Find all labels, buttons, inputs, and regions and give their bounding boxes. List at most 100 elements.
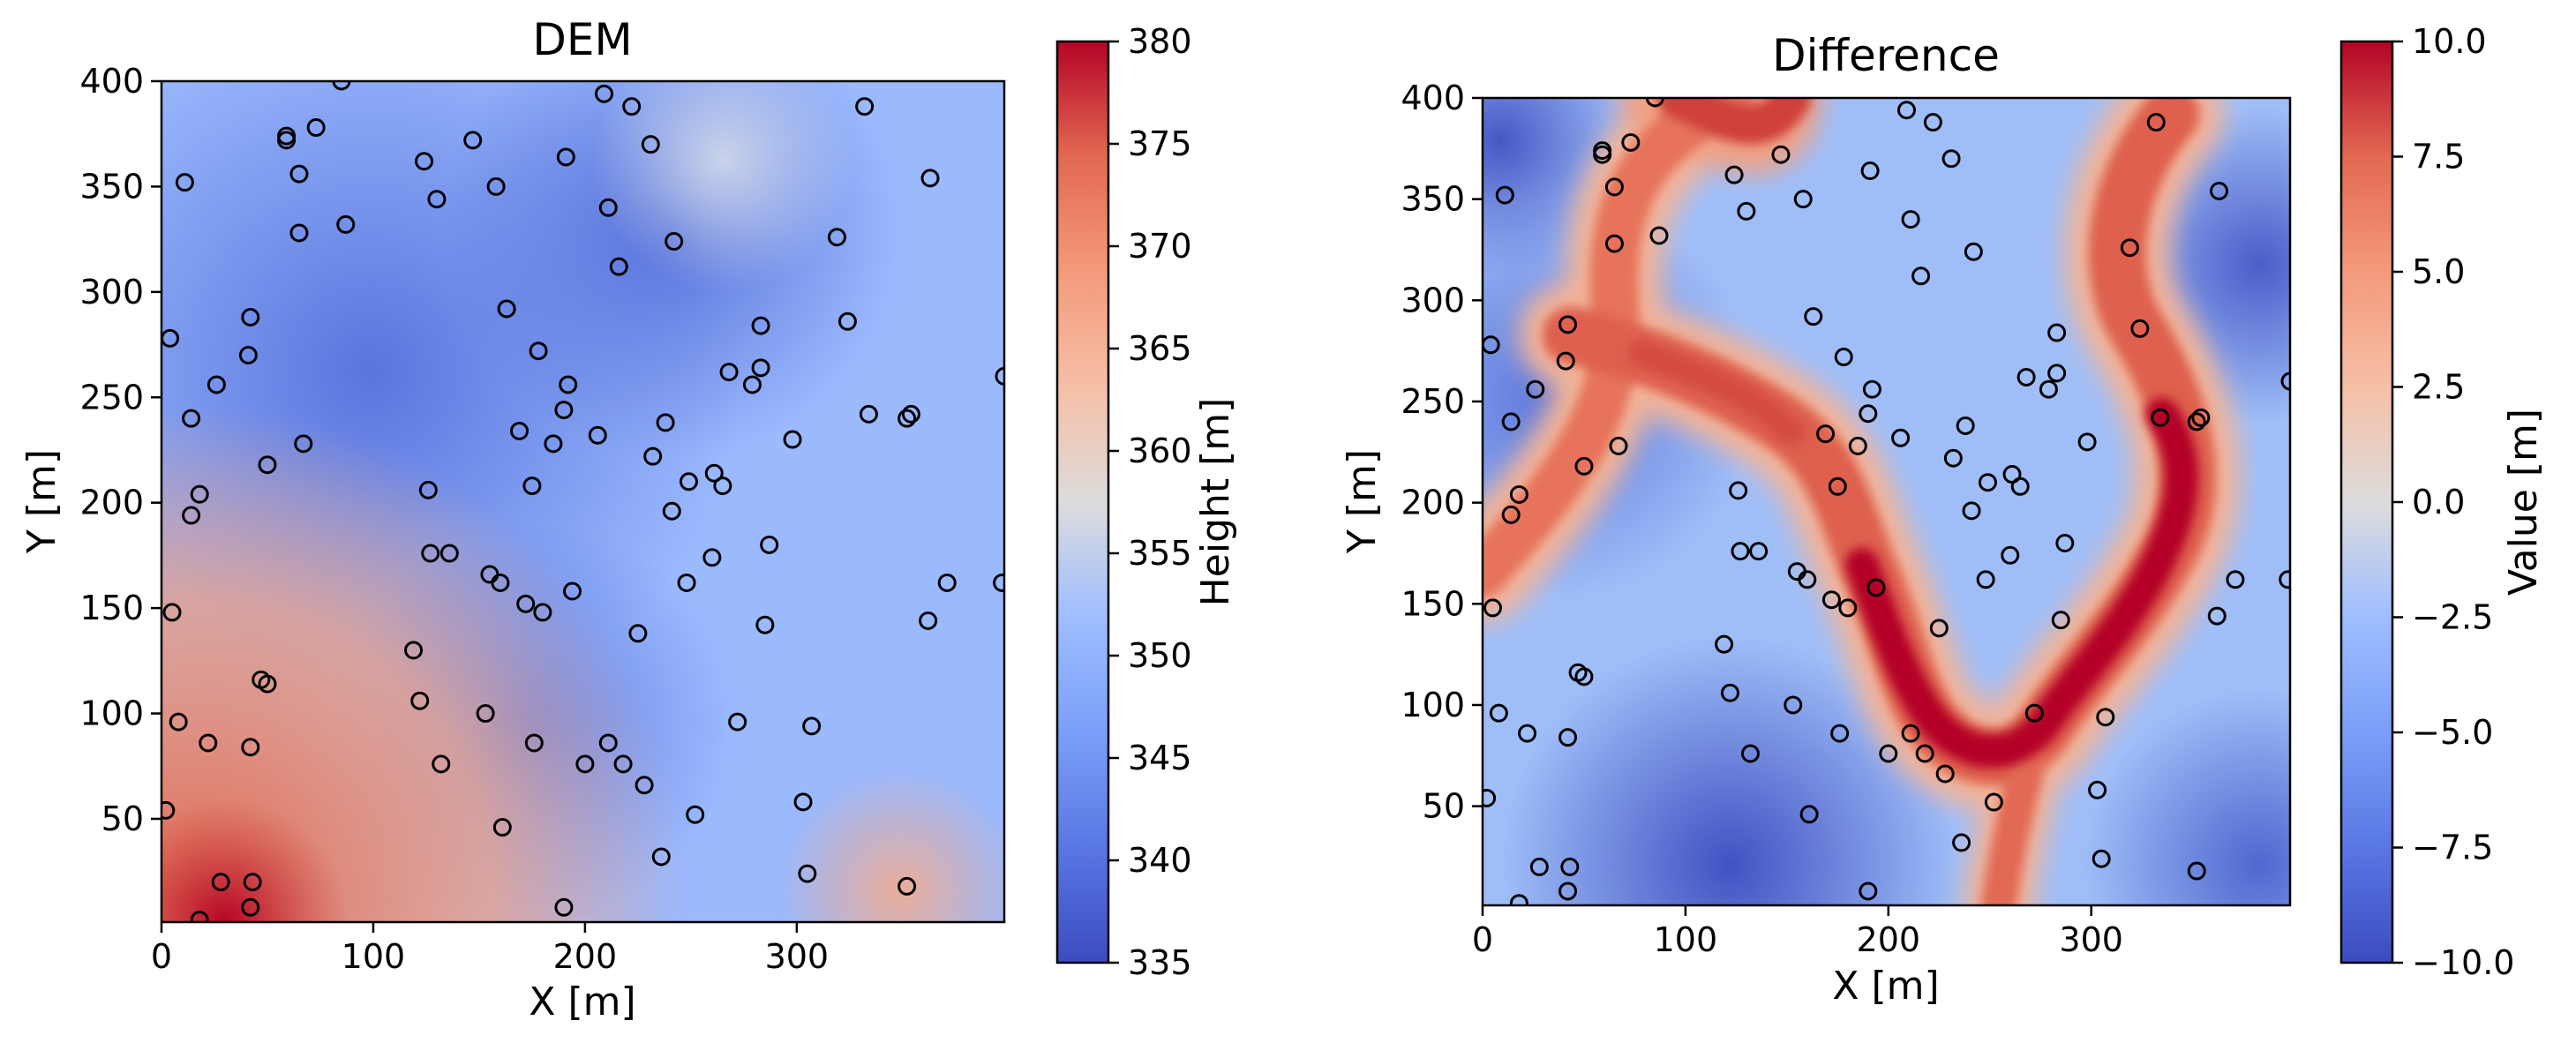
difference-sample-point [2151, 408, 2170, 427]
dem-sample-point [641, 135, 660, 154]
difference-sample-point [2055, 534, 2075, 553]
difference-sample-point [2016, 367, 2036, 386]
dem-colorbar-tick-label: 365 [1128, 329, 1192, 368]
difference-sample-point [1558, 882, 1578, 901]
dem-colorbar-label: Height [m] [1193, 398, 1238, 607]
difference-sample-point [1558, 728, 1578, 747]
dem-sample-point [190, 911, 209, 922]
difference-sample-point [1935, 764, 1955, 784]
difference-x-tick-label: 300 [2059, 920, 2123, 959]
difference-colorbar-label: Value [m] [2501, 409, 2546, 596]
dem-sample-point [510, 421, 529, 440]
dem-sample-point [277, 131, 297, 150]
difference-y-label: Y [m] [1340, 449, 1385, 554]
difference-sample-point [2001, 545, 2020, 565]
dem-sample-point [677, 573, 696, 592]
difference-sample-point [1798, 570, 1817, 589]
dem-sample-point [598, 733, 618, 753]
difference-plot: 0 100 200 300 50 100 150 200 250 300 350 400 Differ… [1340, 22, 2546, 1009]
dem-heatmap [161, 81, 1004, 922]
dem-sample-point [524, 733, 544, 753]
difference-y-tick-label: 150 [1401, 584, 1465, 623]
difference-sample-point [2280, 371, 2290, 391]
difference-sample-point [2279, 570, 2290, 589]
difference-sample-point [2187, 861, 2206, 881]
difference-sample-point [1560, 857, 1580, 876]
dem-sample-point [588, 425, 607, 445]
difference-x-tick-label: 100 [1654, 920, 1718, 959]
dem-x-tick-label: 0 [151, 937, 172, 976]
dem-sample-point [207, 375, 226, 394]
dem-sample-point [613, 754, 633, 774]
dem-colorbar-tick-label: 335 [1128, 943, 1192, 982]
difference-sample-point [1649, 226, 1669, 245]
difference-colorbar-tick-label: 7.5 [2412, 138, 2465, 176]
dem-sample-point [491, 573, 510, 592]
difference-y-tick-label: 100 [1401, 686, 1465, 724]
dem-sample-point [559, 375, 578, 394]
dem-sample-point [182, 409, 201, 428]
dem-sample-point [241, 738, 260, 757]
difference-sample-point [2226, 570, 2245, 589]
difference-heatmap [1483, 98, 2290, 905]
dem-sample-point [554, 401, 574, 420]
difference-sample-point [1866, 578, 1886, 597]
dem-sample-point [993, 573, 1004, 592]
difference-sample-point [1574, 456, 1594, 476]
dem-sample-point [783, 430, 802, 449]
dem-sample-point [336, 214, 356, 234]
dem-sample-point [897, 409, 917, 428]
difference-sample-point [1558, 315, 1578, 334]
dem-sample-point [529, 341, 548, 361]
difference-sample-point [1501, 505, 1521, 524]
difference-sample-point [1609, 436, 1628, 455]
dem-sample-point [190, 484, 209, 504]
difference-sample-point [1731, 542, 1750, 561]
difference-sample-point [1964, 242, 1983, 261]
dem-sample-point [937, 573, 957, 592]
dem-sample-point [662, 501, 681, 521]
dem-sample-point [751, 316, 770, 335]
difference-sample-points [1483, 98, 2290, 905]
dem-x-tick-label: 100 [342, 937, 406, 976]
difference-sample-point [2191, 408, 2211, 427]
dem-sample-point [289, 223, 309, 243]
difference-sample-point [1901, 724, 1920, 743]
dem-sample-point [492, 818, 512, 837]
difference-sample-point [2120, 238, 2139, 258]
dem-sample-point [594, 84, 613, 103]
difference-sample-point [1911, 266, 1931, 286]
dem-sample-point [755, 615, 775, 634]
dem-sample-point [609, 257, 628, 276]
difference-sample-point [1509, 484, 1528, 504]
dem-y-tick-label: 150 [79, 589, 144, 627]
dem-colorbar-tick-label: 360 [1128, 431, 1192, 470]
difference-sample-point [1834, 348, 1853, 367]
dem-sample-point [995, 366, 1004, 386]
dem-sample-point [533, 603, 552, 622]
difference-colorbar-tick-label: −5.0 [2412, 713, 2493, 752]
difference-sample-point [2039, 379, 2058, 399]
dem-sample-point [175, 173, 194, 192]
difference-y-tick-label: 350 [1401, 180, 1465, 219]
dem-sample-point [544, 434, 563, 454]
difference-colorbar-ticks: −10.0 −7.5 −5.0 −2.5 0.0 2.5 5.0 7.5 10.0 [2392, 22, 2514, 982]
difference-sample-point [1891, 428, 1911, 447]
difference-sample-point [1816, 424, 1836, 444]
dem-sample-point [306, 118, 326, 138]
dem-sample-point [704, 463, 724, 483]
difference-sample-point [1804, 307, 1823, 326]
difference-sample-point [1501, 412, 1521, 431]
difference-sample-point [1483, 598, 1502, 618]
difference-sample-point [1529, 857, 1549, 876]
difference-sample-point [1941, 149, 1961, 169]
difference-y-tick-label: 200 [1401, 484, 1465, 522]
difference-sample-point [2024, 703, 2044, 723]
difference-sample-point [1848, 436, 1867, 455]
difference-y-tick-label: 400 [1401, 79, 1465, 117]
difference-colorbar-tick-label: −10.0 [2412, 943, 2514, 982]
difference-sample-point [2047, 323, 2067, 342]
difference-y-tick-label: 250 [1401, 382, 1465, 421]
dem-x-label: X [m] [529, 979, 635, 1024]
dem-y-tick-label: 250 [79, 378, 144, 416]
